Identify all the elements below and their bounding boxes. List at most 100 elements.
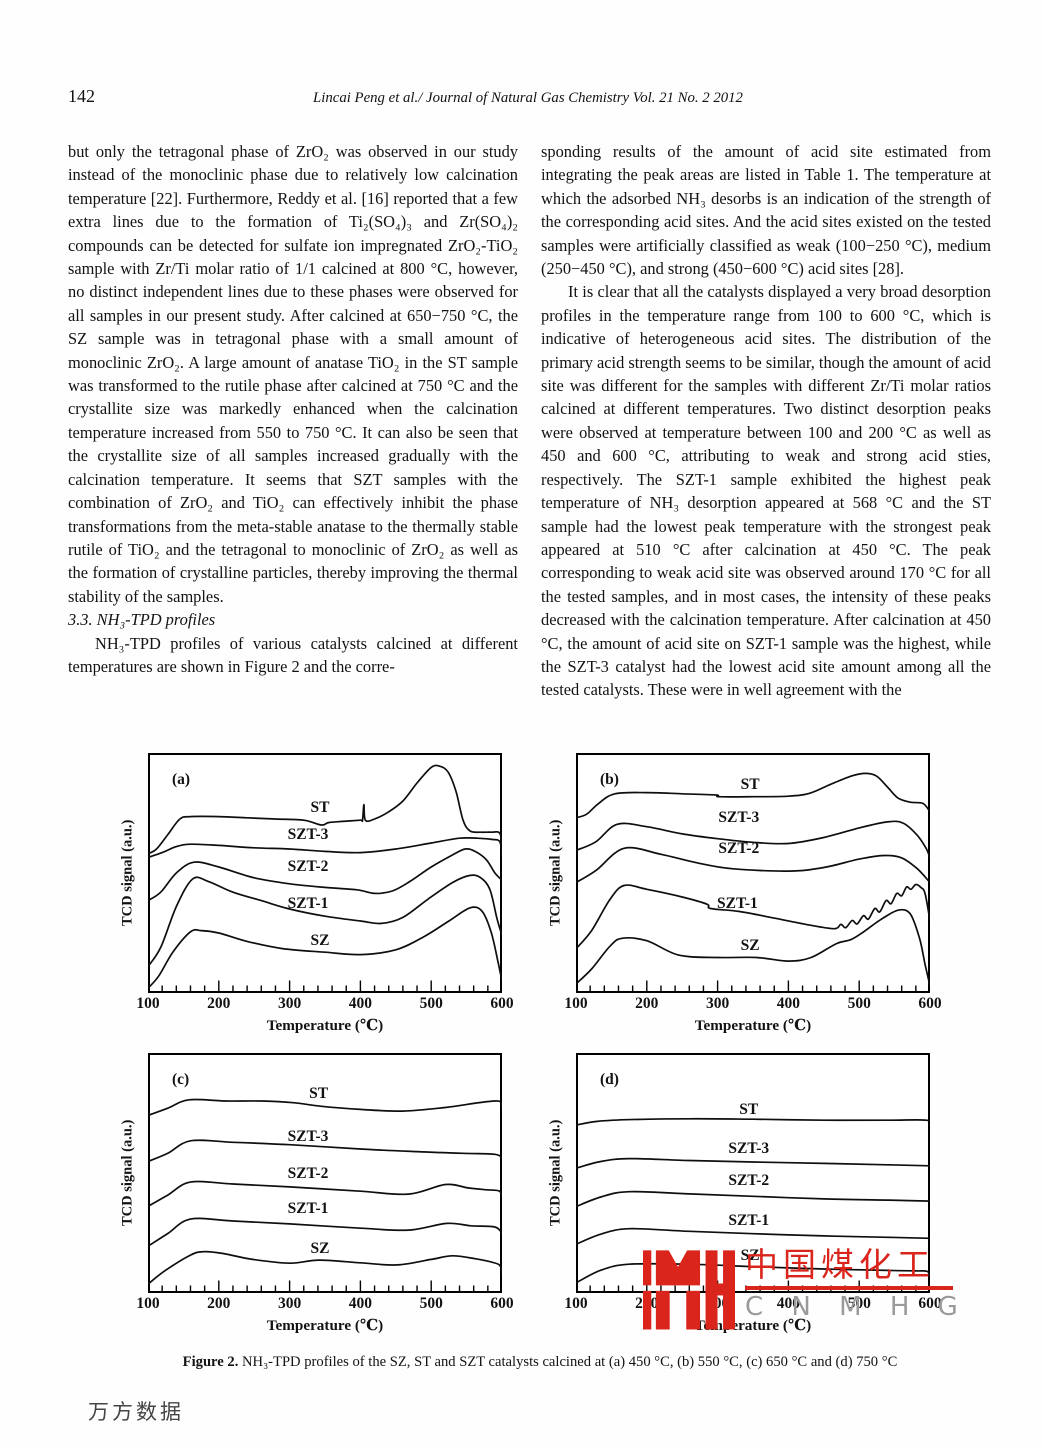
curve-label-SZ: SZ [740, 1247, 760, 1265]
curve-SZ [576, 1262, 930, 1284]
x-tick-label: 500 [419, 1295, 443, 1312]
right-column: sponding results of the amount of acid s… [541, 140, 991, 702]
plot-canvas [148, 1053, 502, 1293]
curve-SZ [576, 908, 930, 986]
curve-label-ST: ST [739, 1100, 759, 1118]
figure-caption-text: NH₃-TPD profiles of the SZ, ST and SZT c… [242, 1354, 898, 1370]
figure-panel-d: TCD signal (a.u.) ST SZT-3 SZT-2 SZT-1 SZ (d) 1… [540, 1042, 968, 1342]
left-column: but only the tetragonal phase of ZrO₂ wa… [68, 140, 518, 678]
curve-SZT-3 [576, 820, 930, 859]
panel-letter: (c) [172, 1071, 190, 1088]
y-axis-label: TCD signal (a.u.) [547, 1119, 564, 1227]
curve-SZT-3 [148, 1139, 502, 1163]
y-axis-label: TCD signal (a.u.) [119, 819, 136, 927]
curve-SZ [148, 906, 502, 989]
x-axis-label: Temperature (℃) [694, 1017, 812, 1034]
x-tick-labels: 100 200 300 400 500 600 [564, 995, 941, 1013]
curve-label-SZT-2: SZT-2 [718, 839, 760, 857]
plot-canvas [148, 753, 502, 993]
x-tick-label: 500 [847, 995, 871, 1012]
x-tick-labels: 100 200 300 400 500 600 [136, 1295, 513, 1313]
x-tick-label: 100 [136, 995, 160, 1012]
curve-label-SZT-2: SZT-2 [728, 1172, 770, 1190]
x-axis-label: Temperature (℃) [266, 1317, 384, 1334]
plot-area: ST SZT-3 SZT-2 SZT-1 SZ (d) [576, 1053, 930, 1293]
curve-ST [576, 1117, 930, 1126]
running-head: Lincai Peng et al./ Journal of Natural G… [313, 90, 743, 106]
panel-letter: (b) [600, 771, 619, 788]
curve-SZT-1 [148, 874, 502, 968]
body-paragraph: sponding results of the amount of acid s… [541, 142, 991, 279]
curve-label-SZ: SZ [310, 931, 330, 949]
wanfang-footer-watermark: 万方数据 [88, 1400, 184, 1424]
curve-label-SZ: SZ [310, 1240, 330, 1258]
curve-label-SZT-1: SZT-1 [728, 1212, 770, 1230]
curve-label-ST: ST [740, 776, 760, 794]
x-tick-label: 600 [490, 1295, 514, 1312]
body-paragraph: but only the tetragonal phase of ZrO₂ wa… [68, 142, 518, 606]
curve-label-ST: ST [309, 1084, 329, 1102]
figure-2: TCD signal (a.u.) ST SZT-3 SZT-2 SZT-1 SZ (a) 1… [112, 742, 968, 1402]
panel-letter: (a) [172, 771, 191, 788]
x-tick-label: 600 [490, 995, 514, 1012]
curve-SZT-3 [148, 836, 502, 859]
curve-SZT-1 [576, 1227, 930, 1246]
x-tick-label: 500 [847, 1295, 871, 1312]
x-tick-label: 600 [918, 1295, 942, 1312]
x-tick-label: 200 [207, 995, 231, 1012]
curve-SZT-1 [148, 1217, 502, 1247]
x-tick-label: 200 [635, 995, 659, 1012]
panel-letter: (d) [600, 1071, 619, 1088]
watermark-latin-text: C N M H G [745, 1292, 968, 1322]
curve-label-SZT-3: SZT-3 [287, 1127, 329, 1145]
cnmhg-logo-icon [643, 1250, 735, 1330]
plot-canvas [576, 1053, 930, 1293]
x-tick-label: 100 [136, 1295, 160, 1312]
curve-ST [148, 1098, 502, 1117]
curve-label-SZT-3: SZT-3 [728, 1140, 770, 1158]
y-axis-label: TCD signal (a.u.) [547, 819, 564, 927]
watermark-rule [745, 1286, 953, 1290]
cnmhg-watermark: 中国煤化工 C N M H G [643, 1248, 968, 1330]
x-tick-label: 100 [564, 995, 588, 1012]
curve-ST [148, 764, 502, 855]
figure-panel-a: TCD signal (a.u.) ST SZT-3 SZT-2 SZT-1 SZ (a) 1… [112, 742, 540, 1042]
curve-SZT-2 [576, 1190, 930, 1208]
plot-canvas [576, 753, 930, 993]
page-number: 142 [68, 86, 95, 106]
x-axis-label: Temperature (℃) [266, 1017, 384, 1034]
x-tick-labels: 100 200 300 400 500 600 [136, 995, 513, 1013]
x-tick-label: 300 [277, 1295, 302, 1312]
curve-label-SZT-3: SZT-3 [718, 809, 760, 827]
figure-caption: Figure 2. NH₃-TPD profiles of the SZ, ST… [112, 1354, 968, 1371]
curve-ST [576, 772, 930, 819]
curve-SZ [148, 1250, 502, 1285]
figure-panel-b: TCD signal (a.u.) ST SZT-3 SZT-2 SZT-1 SZ (b) 1… [540, 742, 968, 1042]
x-tick-label: 200 [207, 1295, 231, 1312]
curve-SZT-3 [576, 1157, 930, 1170]
x-tick-label: 400 [776, 1295, 801, 1312]
y-axis-label: TCD signal (a.u.) [119, 1119, 136, 1227]
x-tick-label: 100 [564, 1295, 588, 1312]
curve-SZT-2 [148, 848, 502, 902]
curve-label-ST: ST [310, 799, 330, 817]
curve-label-SZT-1: SZT-1 [287, 894, 329, 912]
body-paragraph: It is clear that all the catalysts displ… [541, 282, 991, 700]
x-tick-label: 400 [348, 995, 373, 1012]
watermark-chinese-text: 中国煤化工 [745, 1248, 935, 1284]
curve-label-SZT-1: SZT-1 [717, 894, 758, 912]
figure-panel-c: TCD signal (a.u.) ST SZT-3 SZT-2 SZT-1 SZ (c) 1… [112, 1042, 540, 1342]
x-tick-label: 300 [277, 995, 302, 1012]
x-tick-label: 400 [776, 995, 801, 1012]
curve-label-SZT-1: SZT-1 [287, 1200, 329, 1218]
plot-area: ST SZT-3 SZT-2 SZT-1 SZ (c) [148, 1053, 502, 1293]
x-tick-label: 300 [705, 995, 730, 1012]
curve-SZT-1 [576, 883, 930, 950]
plot-area: ST SZT-3 SZT-2 SZT-1 SZ (b) [576, 753, 930, 993]
curve-SZT-2 [576, 846, 930, 884]
curve-label-SZ: SZ [740, 936, 760, 954]
x-tick-label: 600 [918, 995, 942, 1012]
plot-area: ST SZT-3 SZT-2 SZT-1 SZ (a) [148, 753, 502, 993]
curve-SZT-2 [148, 1180, 502, 1208]
